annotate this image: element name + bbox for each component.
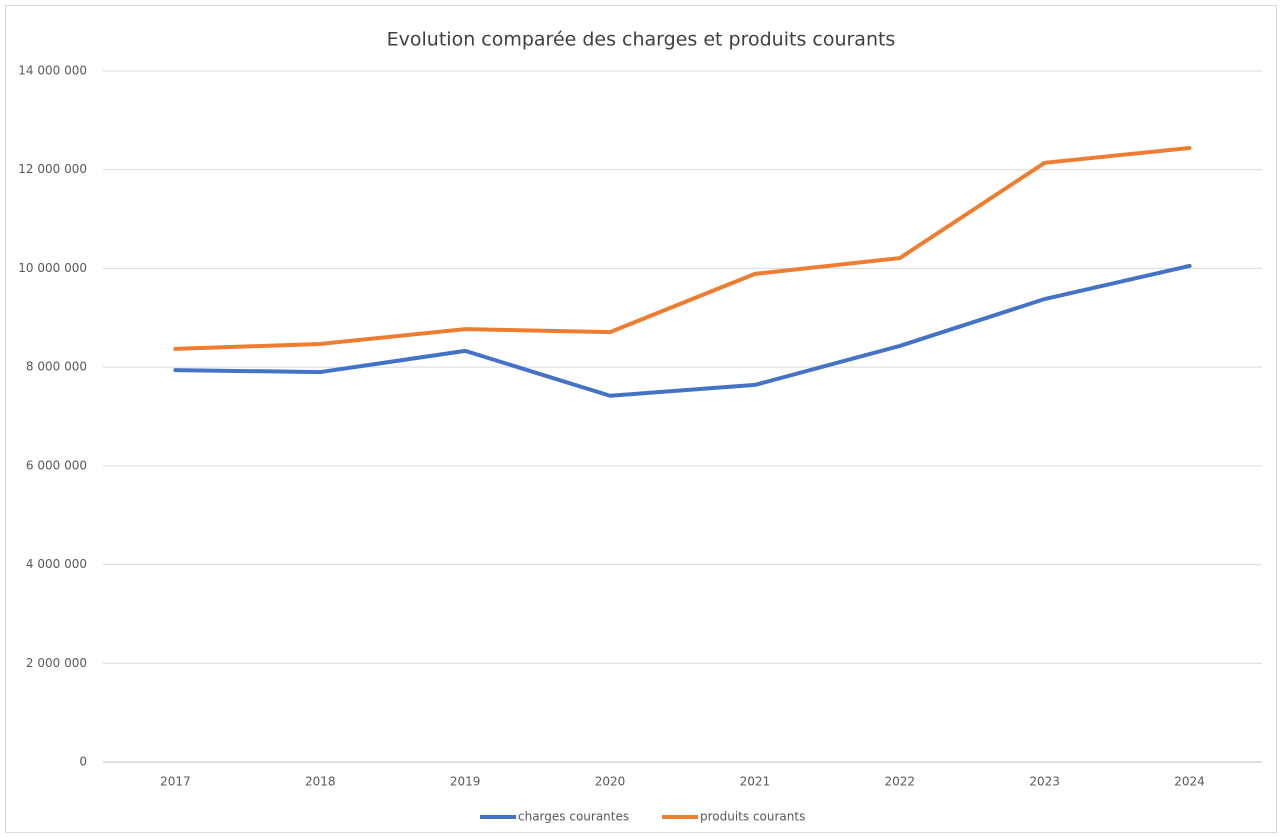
x-tick-label: 2021: [740, 775, 771, 789]
series-line: [173, 145, 1192, 351]
x-tick-label: 2019: [450, 775, 481, 789]
x-tick-label: 2017: [160, 775, 191, 789]
y-tick-label: 6 000 000: [26, 458, 87, 472]
chart-title: Evolution comparée des charges et produi…: [387, 29, 896, 51]
x-tick-label: 2024: [1174, 775, 1205, 789]
x-tick-label: 2022: [885, 775, 916, 789]
y-tick-label: 12 000 000: [18, 162, 87, 176]
x-tick-label: 2020: [595, 775, 626, 789]
chart-frame: [5, 5, 1277, 833]
legend-label: produits courants: [700, 810, 805, 824]
y-tick-label: 0: [79, 755, 87, 769]
x-tick-label: 2023: [1029, 775, 1060, 789]
series-line: [173, 263, 1192, 398]
y-tick-label: 4 000 000: [26, 557, 87, 571]
y-tick-label: 14 000 000: [18, 64, 87, 78]
y-tick-label: 10 000 000: [18, 261, 87, 275]
legend-label: charges courantes: [518, 810, 629, 824]
y-tick-label: 2 000 000: [26, 656, 87, 670]
y-tick-label: 8 000 000: [26, 360, 87, 374]
x-tick-label: 2018: [305, 775, 336, 789]
